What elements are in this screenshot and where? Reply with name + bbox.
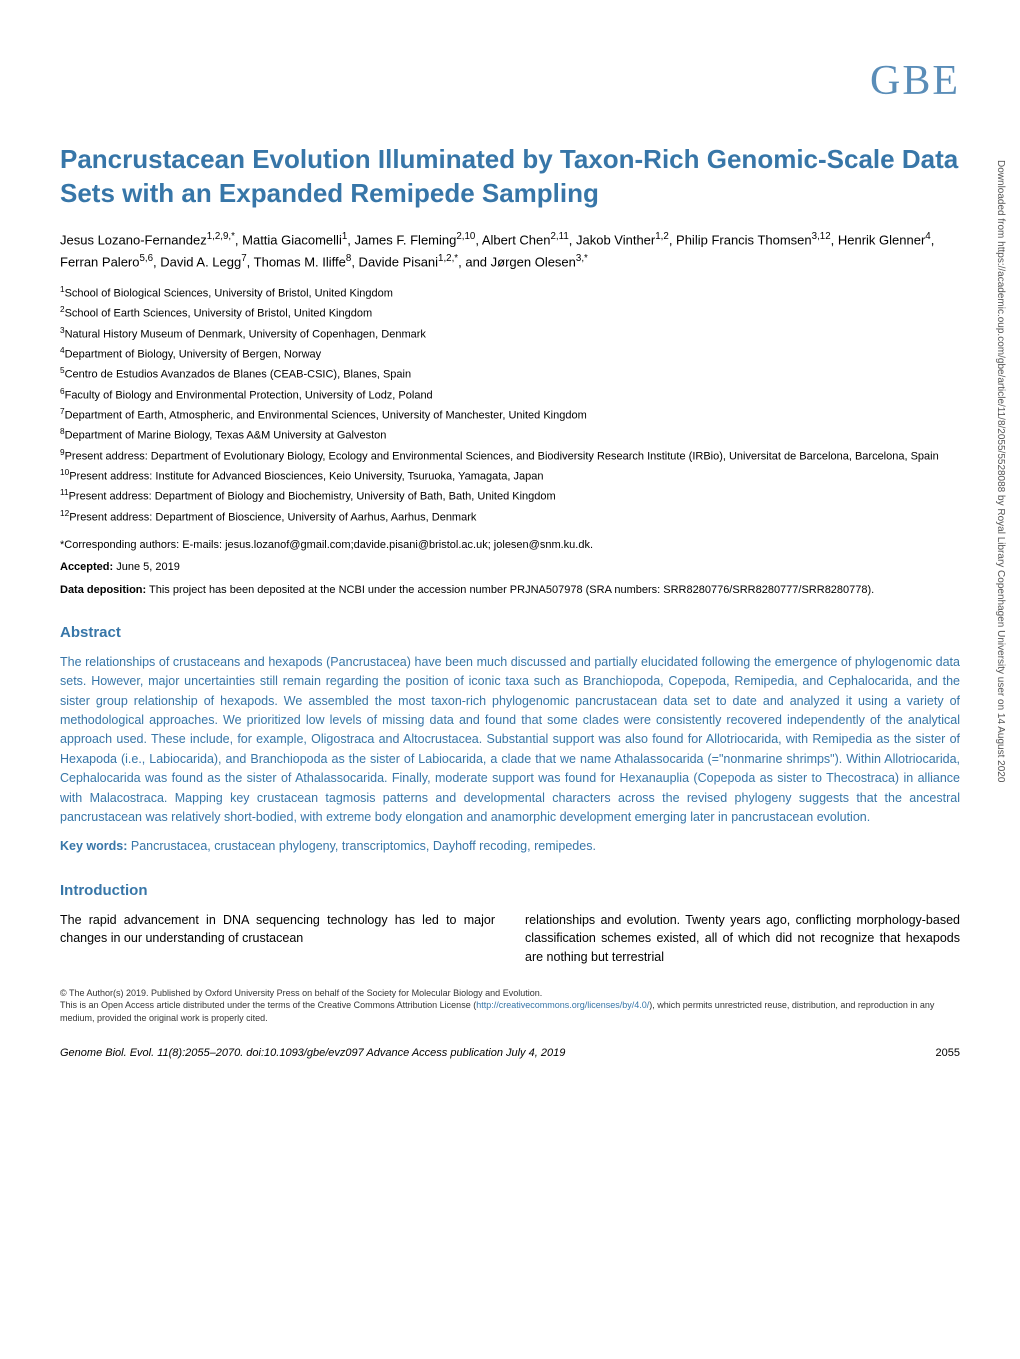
affiliations-block: 1School of Biological Sciences, Universi… — [60, 283, 960, 527]
introduction-columns: The rapid advancement in DNA sequencing … — [60, 911, 960, 967]
intro-col-left: The rapid advancement in DNA sequencing … — [60, 911, 495, 967]
affiliation: 7Department of Earth, Atmospheric, and E… — [60, 405, 960, 425]
license-line: This is an Open Access article distribut… — [60, 999, 960, 1024]
page-footer: Genome Biol. Evol. 11(8):2055–2070. doi:… — [60, 1045, 960, 1062]
abstract-body: The relationships of crustaceans and hex… — [60, 653, 960, 827]
affiliation: 5Centro de Estudios Avanzados de Blanes … — [60, 364, 960, 384]
deposition-label: Data deposition: — [60, 584, 146, 596]
copyright-block: © The Author(s) 2019. Published by Oxfor… — [60, 987, 960, 1025]
accepted-date: June 5, 2019 — [113, 561, 180, 573]
affiliation: 8Department of Marine Biology, Texas A&M… — [60, 425, 960, 445]
accepted-line: Accepted: June 5, 2019 — [60, 559, 960, 576]
deposition-text: This project has been deposited at the N… — [146, 584, 874, 596]
keywords-text: Pancrustacea, crustacean phylogeny, tran… — [127, 839, 596, 853]
accepted-label: Accepted: — [60, 561, 113, 573]
license-link[interactable]: http://creativecommons.org/licenses/by/4… — [476, 1000, 649, 1010]
affiliation: 2School of Earth Sciences, University of… — [60, 303, 960, 323]
keywords-line: Key words: Pancrustacea, crustacean phyl… — [60, 837, 960, 856]
keywords-label: Key words: — [60, 839, 127, 853]
footer-page-number: 2055 — [936, 1045, 960, 1062]
authors-list: Jesus Lozano-Fernandez1,2,9,*, Mattia Gi… — [60, 229, 960, 273]
journal-logo: GBE — [60, 50, 960, 113]
article-title: Pancrustacean Evolution Illuminated by T… — [60, 143, 960, 211]
copyright-line: © The Author(s) 2019. Published by Oxfor… — [60, 987, 960, 1000]
affiliation: 11Present address: Department of Biology… — [60, 486, 960, 506]
corresponding-authors: *Corresponding authors: E-mails: jesus.l… — [60, 537, 960, 554]
introduction-heading: Introduction — [60, 880, 960, 903]
affiliation: 4Department of Biology, University of Be… — [60, 344, 960, 364]
footer-citation: Genome Biol. Evol. 11(8):2055–2070. doi:… — [60, 1045, 565, 1062]
data-deposition: Data deposition: This project has been d… — [60, 582, 960, 599]
affiliation: 12Present address: Department of Bioscie… — [60, 507, 960, 527]
affiliation: 3Natural History Museum of Denmark, Univ… — [60, 324, 960, 344]
intro-col-right: relationships and evolution. Twenty year… — [525, 911, 960, 967]
abstract-heading: Abstract — [60, 622, 960, 645]
license-prefix: This is an Open Access article distribut… — [60, 1000, 476, 1010]
affiliation: 9Present address: Department of Evolutio… — [60, 446, 960, 466]
affiliation: 1School of Biological Sciences, Universi… — [60, 283, 960, 303]
affiliation: 10Present address: Institute for Advance… — [60, 466, 960, 486]
affiliation: 6Faculty of Biology and Environmental Pr… — [60, 385, 960, 405]
download-watermark: Downloaded from https://academic.oup.com… — [993, 160, 1008, 782]
